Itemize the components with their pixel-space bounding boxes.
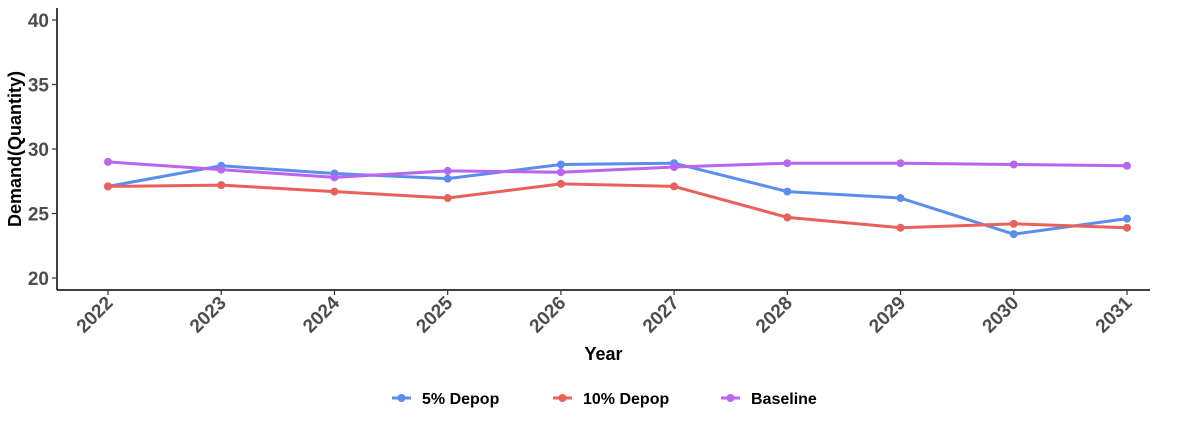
y-tick-label: 40 xyxy=(28,11,49,32)
legend-swatch-point xyxy=(726,394,735,402)
x-tick-label: 2029 xyxy=(865,293,910,338)
x-tick-label: 2030 xyxy=(979,293,1024,338)
x-tick-label: 2023 xyxy=(186,293,231,338)
data-point xyxy=(1123,223,1131,232)
data-point xyxy=(1123,161,1131,170)
x-tick-label: 2024 xyxy=(299,292,344,337)
data-point xyxy=(104,182,112,191)
y-axis-title: Demand(Quantity) xyxy=(5,71,25,227)
data-point xyxy=(896,159,905,168)
legend-item: 5% Depop xyxy=(392,391,500,408)
x-tick-label: 2028 xyxy=(752,293,797,338)
data-point xyxy=(783,213,792,222)
x-tick-label: 2026 xyxy=(526,293,571,338)
x-tick-label: 2031 xyxy=(1092,292,1137,337)
series-line-0 xyxy=(106,161,1129,236)
data-point xyxy=(670,182,679,191)
series-layer xyxy=(104,157,1131,239)
legend-item: Baseline xyxy=(721,391,817,408)
y-tick-label: 35 xyxy=(28,76,50,97)
data-point xyxy=(896,194,905,203)
y-tick-label: 30 xyxy=(28,140,49,161)
x-tick-label: 2027 xyxy=(639,293,684,338)
y-tick-label: 20 xyxy=(28,269,49,290)
data-point xyxy=(443,194,452,203)
x-tick-label: 2022 xyxy=(73,293,118,338)
series-line-2 xyxy=(106,160,1129,179)
data-point xyxy=(443,166,452,175)
data-point xyxy=(783,187,792,196)
legend-label: 5% Depop xyxy=(422,391,500,408)
legend: 5% Depop 10% Depop Baseline xyxy=(392,391,817,408)
x-axis-ticks: 2022 2023 2024 2025 2026 2027 2028 2029 2030 2031 xyxy=(73,290,1137,337)
data-point xyxy=(104,157,112,166)
series-line-1 xyxy=(106,182,1129,230)
data-point xyxy=(217,165,226,174)
data-point xyxy=(670,163,679,172)
data-point xyxy=(217,181,226,190)
data-point xyxy=(1123,214,1131,223)
legend-swatch-point xyxy=(397,394,406,402)
data-point xyxy=(330,187,339,196)
x-tick-label: 2025 xyxy=(412,292,457,337)
axes xyxy=(56,8,1150,291)
data-point xyxy=(443,174,452,183)
x-axis-title: Year xyxy=(584,344,622,364)
data-point xyxy=(556,160,565,169)
legend-label: Baseline xyxy=(751,391,817,408)
data-point xyxy=(556,168,565,177)
y-axis-ticks: 20 25 30 35 40 xyxy=(28,11,57,290)
data-point xyxy=(1009,160,1018,169)
legend-label: 10% Depop xyxy=(583,391,669,408)
data-point xyxy=(896,223,905,232)
data-point xyxy=(556,179,565,188)
data-point xyxy=(330,173,339,182)
data-point xyxy=(1009,230,1018,239)
legend-swatch-point xyxy=(558,394,567,402)
data-point xyxy=(783,159,792,168)
data-point xyxy=(1009,219,1018,228)
y-tick-label: 25 xyxy=(28,205,50,226)
legend-item: 10% Depop xyxy=(553,391,669,408)
